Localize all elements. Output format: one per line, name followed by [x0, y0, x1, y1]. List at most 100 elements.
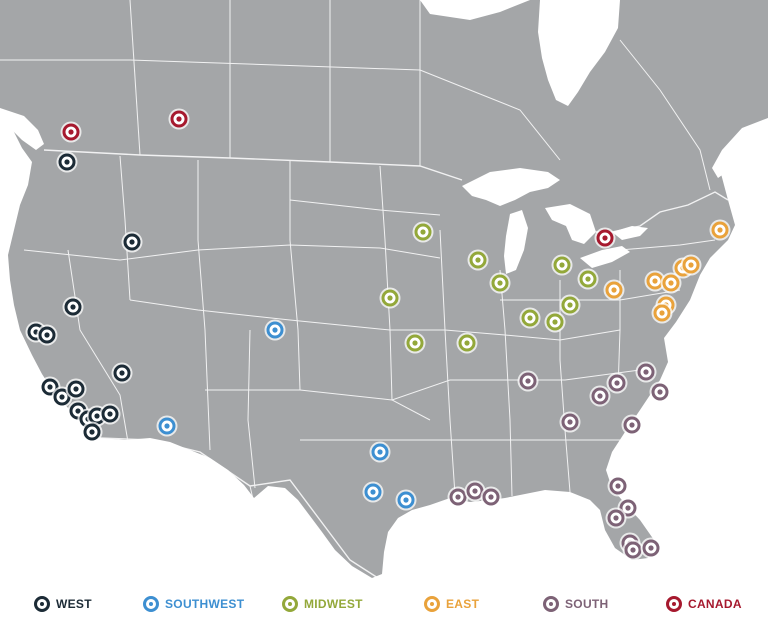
- marker-core: [614, 380, 620, 386]
- marker-core: [370, 489, 376, 495]
- legend-label-east: EAST: [446, 597, 480, 611]
- east-location-marker-icon[interactable]: [660, 272, 682, 294]
- midwest-location-marker-icon[interactable]: [559, 294, 581, 316]
- province-line: [129, 59, 421, 71]
- legend-item-south[interactable]: SOUTH: [543, 592, 609, 616]
- south-location-marker-icon[interactable]: [649, 381, 671, 403]
- state-line: [247, 329, 256, 489]
- south-location-marker-icon[interactable]: [464, 480, 486, 502]
- midwest-location-marker-icon[interactable]: [489, 272, 511, 294]
- state-line: [619, 239, 716, 251]
- west-location-marker-icon[interactable]: [81, 421, 103, 443]
- marker-core: [602, 235, 608, 241]
- south-location-marker-icon[interactable]: [517, 370, 539, 392]
- west-location-marker-icon[interactable]: [62, 296, 84, 318]
- state-line: [205, 369, 641, 401]
- province-line: [129, 0, 141, 156]
- east-location-marker-icon[interactable]: [709, 219, 731, 241]
- midwest-location-marker-icon[interactable]: [404, 332, 426, 354]
- legend-item-west[interactable]: WEST: [34, 592, 92, 616]
- legend: WEST SOUTHWEST MIDWEST EAST SOUTH CANADA: [0, 586, 768, 622]
- marker-core: [527, 315, 533, 321]
- midwest-location-marker-icon[interactable]: [544, 311, 566, 333]
- south-location-marker-icon[interactable]: [622, 539, 644, 561]
- midwest-location-marker-icon[interactable]: [467, 249, 489, 271]
- southwest-marker-icon: [143, 596, 159, 612]
- marker-core: [597, 393, 603, 399]
- southwest-location-marker-icon[interactable]: [156, 415, 178, 437]
- us-canada-border: [43, 149, 463, 181]
- marker-core: [643, 369, 649, 375]
- midwest-location-marker-icon[interactable]: [379, 287, 401, 309]
- marker-core: [68, 129, 74, 135]
- state-line: [129, 299, 621, 341]
- south-location-marker-icon[interactable]: [480, 486, 502, 508]
- west-marker-icon: [34, 596, 50, 612]
- east-location-marker-icon[interactable]: [603, 279, 625, 301]
- legend-item-canada[interactable]: CANADA: [666, 592, 742, 616]
- marker-core: [64, 159, 70, 165]
- regional-map: [0, 0, 768, 580]
- borders: [0, 0, 728, 578]
- lake-superior: [462, 168, 560, 206]
- west-location-marker-icon[interactable]: [36, 324, 58, 346]
- marker-core: [403, 497, 409, 503]
- marker-core: [272, 327, 278, 333]
- state-line: [119, 155, 131, 301]
- south-marker-icon: [543, 596, 559, 612]
- canada-location-marker-icon[interactable]: [168, 108, 190, 130]
- legend-label-south: SOUTH: [565, 597, 609, 611]
- east-marker-icon: [424, 596, 440, 612]
- legend-label-midwest: MIDWEST: [304, 597, 363, 611]
- southwest-location-marker-icon[interactable]: [362, 481, 384, 503]
- lake-michigan: [504, 210, 528, 274]
- south-location-marker-icon[interactable]: [606, 372, 628, 394]
- southwest-location-marker-icon[interactable]: [369, 441, 391, 463]
- midwest-location-marker-icon[interactable]: [456, 332, 478, 354]
- marker-core: [44, 332, 50, 338]
- lake-erie: [580, 246, 630, 268]
- legend-item-east[interactable]: EAST: [424, 592, 479, 616]
- coastal-water: [0, 108, 44, 150]
- marker-core: [567, 302, 573, 308]
- south-location-marker-icon[interactable]: [605, 507, 627, 529]
- west-location-marker-icon[interactable]: [121, 231, 143, 253]
- east-location-marker-icon[interactable]: [680, 254, 702, 276]
- west-location-marker-icon[interactable]: [111, 362, 133, 384]
- marker-core: [412, 340, 418, 346]
- south-location-marker-icon[interactable]: [621, 414, 643, 436]
- legend-item-southwest[interactable]: SOUTHWEST: [143, 592, 244, 616]
- marker-core: [615, 483, 621, 489]
- province-line: [619, 39, 711, 191]
- canada-location-marker-icon[interactable]: [594, 227, 616, 249]
- south-location-marker-icon[interactable]: [635, 361, 657, 383]
- west-location-marker-icon[interactable]: [56, 151, 78, 173]
- marker-core: [552, 319, 558, 325]
- mexico-state-line: [249, 485, 271, 579]
- midwest-location-marker-icon[interactable]: [577, 268, 599, 290]
- south-location-marker-icon[interactable]: [640, 537, 662, 559]
- location-markers: [25, 108, 731, 561]
- southwest-location-marker-icon[interactable]: [395, 489, 417, 511]
- legend-label-southwest: SOUTHWEST: [165, 597, 245, 611]
- marker-core: [625, 505, 631, 511]
- marker-core: [630, 547, 636, 553]
- state-line: [439, 229, 456, 496]
- gulf-of-california: [126, 442, 160, 510]
- west-location-marker-icon[interactable]: [65, 378, 87, 400]
- legend-item-midwest[interactable]: MIDWEST: [282, 592, 363, 616]
- south-location-marker-icon[interactable]: [607, 475, 629, 497]
- marker-core: [629, 422, 635, 428]
- midwest-location-marker-icon[interactable]: [551, 254, 573, 276]
- south-location-marker-icon[interactable]: [559, 411, 581, 433]
- southwest-location-marker-icon[interactable]: [264, 319, 286, 341]
- west-location-marker-icon[interactable]: [99, 403, 121, 425]
- east-location-marker-icon[interactable]: [651, 302, 673, 324]
- marker-core: [70, 304, 76, 310]
- east-location-marker-icon[interactable]: [644, 270, 666, 292]
- canada-location-marker-icon[interactable]: [60, 121, 82, 143]
- midwest-location-marker-icon[interactable]: [412, 221, 434, 243]
- south-location-marker-icon[interactable]: [589, 385, 611, 407]
- midwest-location-marker-icon[interactable]: [519, 307, 541, 329]
- south-location-marker-icon[interactable]: [447, 486, 469, 508]
